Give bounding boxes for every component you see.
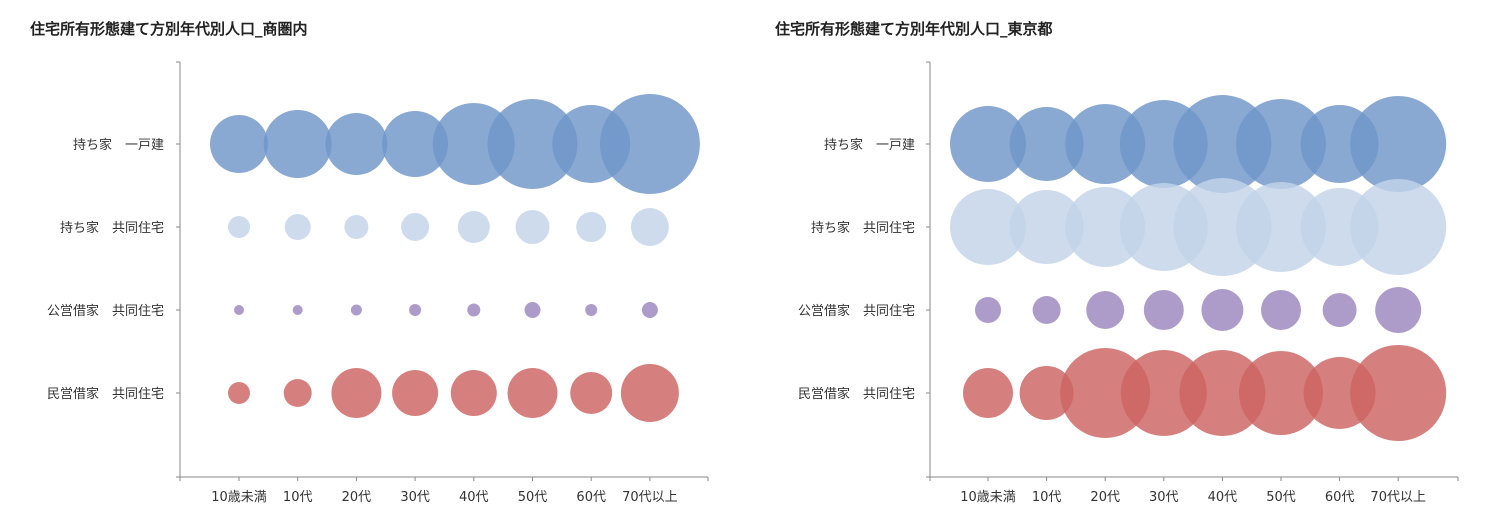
bubble-point: [450, 370, 497, 416]
x-tick-label: 20代: [1090, 490, 1120, 505]
y-tick-label: 持ち家 共同住宅: [811, 220, 915, 236]
x-tick-label: 70代以上: [1370, 490, 1426, 505]
bubble-point: [641, 302, 658, 318]
x-tick-label: 10歳未満: [960, 490, 1016, 505]
bubble-point: [1009, 107, 1084, 181]
bubble-point: [1179, 350, 1266, 436]
bubble-point: [228, 382, 250, 404]
chart-panel-area: 住宅所有形態建て方別年代別人口_商圏内 10歳未満 10代 20代 30代 40代 50代…: [0, 0, 750, 512]
bubble-point: [950, 189, 1026, 265]
y-tick-label: 持ち家 一戸建: [824, 137, 915, 153]
x-tick-label: 30代: [1149, 490, 1179, 505]
bubble-point: [963, 368, 1013, 418]
bubble-point: [234, 305, 244, 315]
x-tick-label: 50代: [518, 490, 548, 505]
bubble-point: [350, 304, 362, 316]
x-tick-label: 20代: [342, 490, 372, 505]
x-tick-label: 40代: [459, 490, 489, 505]
bubble-point: [515, 210, 550, 244]
y-tick-label: 公営借家 共同住宅: [798, 303, 915, 319]
chart-title-tokyo: 住宅所有形態建て方別年代別人口_東京都: [775, 20, 1053, 38]
bubble-point: [409, 304, 422, 316]
bubble-point: [1143, 290, 1184, 330]
bubble-point: [1019, 366, 1074, 420]
x-tick-label: 40代: [1208, 490, 1238, 505]
bubble-point: [284, 214, 311, 240]
bubbles: [950, 95, 1447, 441]
bubble-point: [283, 379, 312, 407]
bubble-point: [975, 297, 1001, 323]
bubble-point: [507, 368, 558, 418]
bubble-point: [1236, 99, 1326, 189]
bubble-point: [1032, 296, 1061, 324]
bubble-point: [1322, 293, 1357, 327]
x-tick-label: 30代: [400, 490, 430, 505]
y-tick-label: 公営借家 共同住宅: [47, 303, 164, 319]
bubble-point: [585, 304, 598, 316]
bubble-point: [1350, 345, 1447, 441]
bubbles: [210, 94, 700, 422]
bubble-point: [392, 370, 439, 416]
bubble-point: [620, 364, 679, 422]
bubble-point: [1009, 190, 1084, 264]
bubble-point: [331, 368, 382, 418]
bubble-point: [210, 115, 268, 173]
bubble-point: [487, 99, 578, 189]
bubble-point: [570, 372, 613, 414]
bubble-point: [950, 106, 1026, 182]
bubble-point: [457, 211, 490, 243]
bubble-point: [467, 303, 481, 317]
bubble-point: [263, 110, 332, 178]
bubble-point: [228, 216, 250, 238]
bubble-point: [1375, 287, 1422, 333]
x-tick-label: 60代: [576, 490, 606, 505]
x-tick-label: 70代以上: [622, 490, 678, 505]
x-tick-label: 10代: [1032, 490, 1062, 505]
bubble-point: [325, 113, 388, 175]
y-tick-label: 持ち家 共同住宅: [60, 220, 164, 236]
bubble-point: [344, 215, 369, 239]
bubble-point: [1261, 290, 1301, 330]
chart-panel-tokyo: 住宅所有形態建て方別年代別人口_東京都 10歳未満 10代 20代 30代 40代 50代…: [750, 0, 1509, 512]
y-tick-label: 民営借家 共同住宅: [798, 386, 915, 402]
bubble-point: [576, 212, 607, 242]
bubble-point: [599, 94, 700, 194]
x-tick-label: 10歳未満: [211, 490, 267, 505]
bubble-point: [1201, 289, 1244, 331]
bubble-point: [1350, 96, 1447, 192]
x-tick-label: 50代: [1266, 490, 1296, 505]
y-tick-label: 持ち家 一戸建: [73, 137, 164, 153]
bubble-point: [1236, 182, 1326, 272]
y-tick-label: 民営借家 共同住宅: [47, 386, 164, 402]
chart-title-area: 住宅所有形態建て方別年代別人口_商圏内: [30, 20, 308, 38]
bubble-point: [1086, 291, 1125, 329]
bubble-point: [292, 305, 303, 315]
bubble-point: [401, 213, 430, 241]
bubble-point: [524, 302, 541, 318]
x-tick-label: 60代: [1325, 490, 1355, 505]
bubble-point: [630, 208, 669, 246]
x-tick-label: 10代: [283, 490, 313, 505]
bubble-point: [1350, 179, 1447, 275]
bubble-point: [1239, 351, 1323, 435]
bubble-point: [382, 111, 449, 177]
